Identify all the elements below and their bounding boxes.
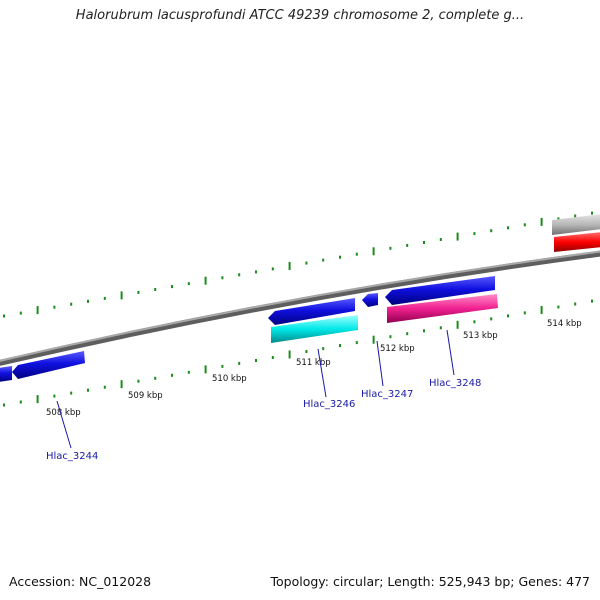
gene-arrow-left-edge[interactable] bbox=[0, 366, 12, 382]
scale-label-510: 510 kbp bbox=[212, 374, 247, 384]
gene-arrow-gray[interactable] bbox=[552, 214, 600, 235]
inner-tick-row bbox=[3, 299, 593, 407]
gene-arrow-hlac-3248-upper[interactable] bbox=[385, 276, 495, 305]
gene-arrow-hlac-3246[interactable] bbox=[271, 315, 358, 343]
scale-label-513: 513 kbp bbox=[463, 331, 498, 341]
leader-line-hlac-3247 bbox=[376, 340, 384, 387]
outer-tick-row bbox=[3, 211, 593, 318]
scale-label-512: 512 kbp bbox=[380, 344, 415, 354]
scale-label-509: 509 kbp bbox=[128, 391, 163, 401]
gene-label-hlac-3248[interactable]: Hlac_3248 bbox=[429, 378, 481, 389]
chromosome-backbone bbox=[0, 250, 600, 366]
map-title: Halorubrum lacusprofundi ATCC 49239 chro… bbox=[75, 8, 525, 23]
chromosome-backbone-highlight bbox=[0, 250, 600, 362]
gene-label-hlac-3246[interactable]: Hlac_3246 bbox=[303, 399, 355, 410]
gene-label-hlac-3244[interactable]: Hlac_3244 bbox=[46, 451, 98, 462]
scale-label-514: 514 kbp bbox=[547, 319, 582, 329]
gene-arrow-hlac-3244[interactable] bbox=[12, 351, 85, 379]
gene-label-hlac-3247[interactable]: Hlac_3247 bbox=[361, 389, 413, 400]
gene-arrow-hlac-3245[interactable] bbox=[268, 298, 355, 325]
leader-line-hlac-3248 bbox=[446, 329, 455, 376]
summary-text: Topology: circular; Length: 525,943 bp; … bbox=[270, 574, 591, 589]
scale-label-511: 511 kbp bbox=[296, 358, 331, 368]
leader-line-hlac-3246 bbox=[317, 348, 327, 398]
gene-arrow-hlac-3247[interactable] bbox=[362, 293, 378, 307]
accession-text: Accession: NC_012028 bbox=[9, 574, 152, 589]
gene-arrow-hlac-3248[interactable] bbox=[387, 294, 498, 323]
scale-label-508: 508 kbp bbox=[46, 408, 81, 418]
leader-line-hlac-3244 bbox=[56, 400, 72, 449]
gene-arrow-red[interactable] bbox=[554, 232, 600, 252]
